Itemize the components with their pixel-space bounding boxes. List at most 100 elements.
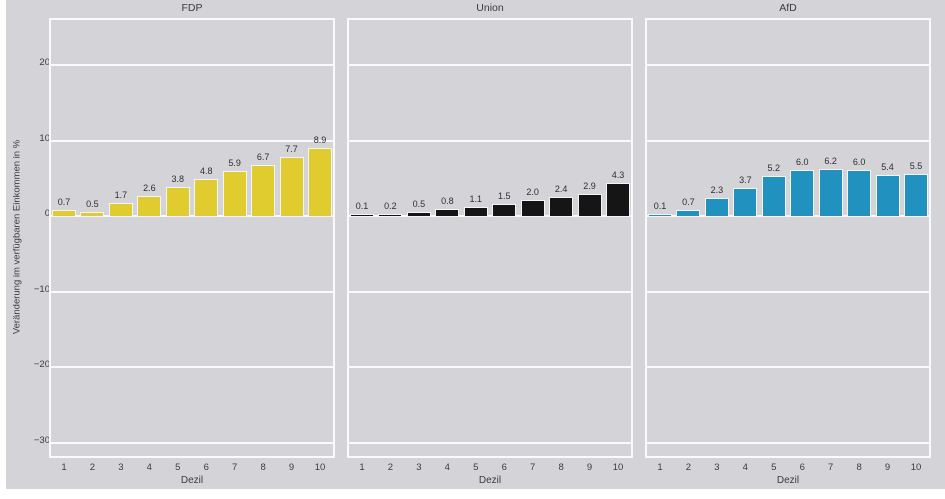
x-axis-tick-label: 8 [558, 462, 564, 473]
bar-decile-3 [406, 211, 431, 217]
bar-value-label: 6.0 [852, 157, 866, 168]
y-axis-tick-label: 20 [39, 57, 50, 68]
x-axis-tick-label: 6 [203, 462, 209, 473]
y-axis-tick-label: 0 [44, 208, 50, 219]
x-axis-tick-label: 5 [771, 462, 777, 473]
bar-value-label: 4.8 [199, 166, 213, 177]
bar-value-label: 0.1 [653, 201, 667, 211]
bar-decile-4 [137, 195, 162, 217]
bar-value-label: 2.4 [554, 184, 568, 195]
bar-decile-5 [761, 176, 786, 217]
bar-value-label: 5.4 [881, 161, 894, 172]
bar-decile-10 [606, 183, 630, 217]
bar-decile-10 [308, 148, 332, 217]
bar-value-label: 2.3 [710, 185, 724, 196]
bar-value-label: 0.7 [682, 197, 695, 208]
gridline [349, 139, 631, 142]
bar-decile-1 [648, 214, 672, 217]
x-axis-title: Dezil [776, 475, 800, 486]
x-axis-tick-label: 7 [828, 462, 834, 473]
gridline [647, 64, 929, 66]
bar-decile-6 [492, 204, 517, 217]
gridline [647, 441, 929, 444]
gridline [51, 366, 333, 368]
x-axis-tick-label: 1 [657, 462, 663, 473]
gridline [51, 139, 333, 142]
y-axis-tick-label: 10 [39, 132, 50, 144]
x-axis-tick-label: 8 [856, 462, 862, 473]
bar-decile-10 [904, 173, 928, 217]
bar-decile-9 [875, 174, 900, 217]
x-axis-tick-label: 4 [742, 462, 748, 473]
bar-decile-6 [194, 179, 219, 217]
bar-value-label: 1.7 [114, 189, 128, 200]
x-axis-tick-label: 2 [685, 462, 692, 473]
bar-decile-6 [790, 170, 815, 217]
bar-value-label: 6.0 [795, 157, 809, 168]
bar-value-label: 2.0 [526, 187, 539, 198]
bar-decile-1 [52, 210, 76, 217]
gridline [51, 64, 333, 66]
gridline [51, 215, 333, 217]
x-axis-tick-label: 10 [612, 462, 624, 473]
bar-value-label: 2.9 [583, 180, 596, 191]
gridline [349, 441, 631, 444]
x-axis-tick-label: 1 [359, 462, 365, 473]
x-axis-title: Dezil [180, 475, 204, 486]
bar-value-label: 5.5 [909, 160, 923, 171]
plot-panel-union: 0.1 0.2 0.5 0.8 1.1 1.5 2.0 2.4 2.9 4.3 [347, 18, 633, 458]
x-axis-tick-label: 10 [910, 462, 922, 473]
bar-decile-2 [378, 213, 403, 217]
gridline [647, 366, 929, 368]
bar-decile-8 [847, 170, 872, 217]
plot-panel-afd: 0.1 0.7 2.3 3.7 5.2 6.0 6.2 6.0 5.4 5.5 [645, 18, 931, 458]
x-axis-tick-label: 4 [444, 462, 450, 473]
gridline [349, 366, 631, 368]
x-axis-tick-label: 6 [501, 462, 507, 473]
bar-decile-5 [463, 207, 488, 217]
gridline [349, 215, 631, 217]
bar-decile-5 [165, 186, 190, 217]
bar-decile-8 [251, 164, 276, 217]
y-axis-tick-label: −20 [33, 359, 50, 370]
bar-decile-4 [733, 187, 758, 217]
bar-value-label: 8.9 [313, 135, 327, 146]
gridline [349, 290, 631, 293]
x-axis-title: Dezil [478, 475, 502, 486]
x-axis-tick-label: 9 [884, 462, 891, 473]
bar-value-label: 5.2 [767, 163, 781, 174]
bar-decile-7 [818, 168, 843, 217]
x-axis-tick-label: 5 [473, 462, 479, 473]
x-axis-tick-label: 3 [714, 462, 720, 473]
bar-value-label: 0.7 [57, 197, 71, 208]
bar-decile-1 [350, 214, 374, 217]
x-axis-tick-label: 9 [288, 462, 295, 473]
bar-value-label: 0.5 [412, 198, 426, 209]
gridline [349, 64, 631, 66]
bar-value-label: 0.8 [441, 196, 454, 207]
y-axis-tick-label: −30 [33, 434, 50, 446]
x-axis-tick-label: 4 [146, 462, 152, 473]
x-axis-tick-label: 1 [61, 462, 67, 473]
gridline [647, 139, 929, 142]
bar-decile-7 [520, 200, 545, 217]
bar-decile-7 [222, 170, 247, 217]
panel-title-union: Union [476, 2, 504, 14]
gridline [51, 441, 333, 444]
bar-decile-9 [279, 157, 304, 217]
bar-value-label: 5.9 [228, 157, 241, 168]
bar-value-label: 0.5 [86, 198, 99, 209]
bar-value-label: 6.2 [824, 155, 837, 166]
x-axis-tick-label: 5 [175, 462, 181, 473]
bar-value-label: 0.2 [384, 200, 397, 211]
x-axis-tick-label: 2 [89, 462, 96, 473]
bar-value-label: 2.6 [143, 182, 156, 193]
panel-title-fdp: FDP [181, 2, 203, 14]
bar-value-label: 1.1 [469, 194, 483, 205]
bar-value-label: 1.5 [497, 191, 511, 202]
gridline [51, 290, 333, 293]
x-axis-tick-label: 9 [586, 462, 593, 473]
bar-decile-4 [435, 209, 460, 217]
x-axis-tick-label: 2 [387, 462, 394, 473]
